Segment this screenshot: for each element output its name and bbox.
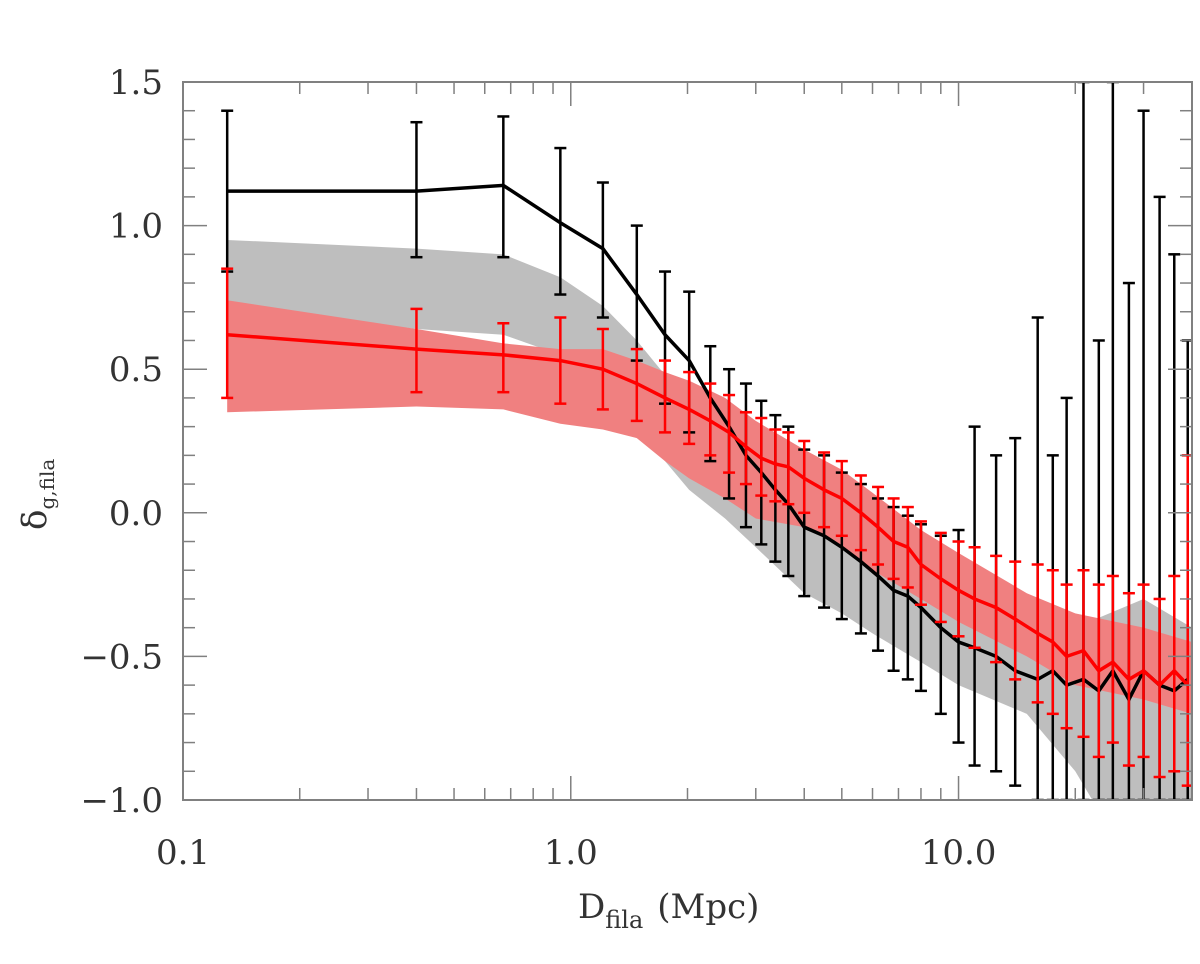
errorbar-0-27 — [1031, 316, 1044, 800]
band-0 — [227, 239, 1192, 800]
x-axis-title-unit: (Mpc) — [657, 887, 759, 927]
x-axis-title-sub: fila — [605, 906, 643, 934]
errorbar-1-36 — [1168, 574, 1181, 773]
band-1 — [227, 300, 1192, 714]
series-group — [221, 82, 1192, 800]
y-axis-title-sub: g,fila — [35, 459, 59, 510]
x-tick-label: 0.1 — [156, 833, 210, 873]
y-tick-label: −1.0 — [80, 781, 163, 821]
x-tick-label: 10.0 — [921, 833, 997, 873]
y-axis-title: δg,fila — [15, 459, 59, 530]
series-line-1 — [227, 332, 1190, 688]
series-line-0 — [227, 183, 1189, 704]
y-tick-label: −0.5 — [80, 637, 163, 677]
errorbar-1-2 — [497, 321, 510, 394]
x-axis-title: Dfila (Mpc) — [578, 887, 759, 934]
bands — [227, 239, 1192, 800]
x-tick-label: 1.0 — [544, 833, 598, 873]
errorbar-1-32 — [1106, 574, 1119, 744]
y-axis-title-main: δ — [15, 510, 55, 530]
errorbar-1-19 — [887, 497, 900, 581]
errorbar-1-35 — [1153, 597, 1166, 779]
axes: 0.1 1.0 10.0 −1.0 −0.5 0.0 0.5 1.0 1.5 — [80, 63, 1193, 873]
y-tick-label: 0.0 — [109, 494, 163, 534]
y-tick-label: 1.0 — [109, 207, 163, 247]
y-tick-label: 0.5 — [109, 350, 163, 390]
y-tick-label: 1.5 — [109, 63, 163, 103]
errorbar-1-0 — [221, 267, 234, 400]
x-axis-title-main: D — [578, 887, 605, 927]
